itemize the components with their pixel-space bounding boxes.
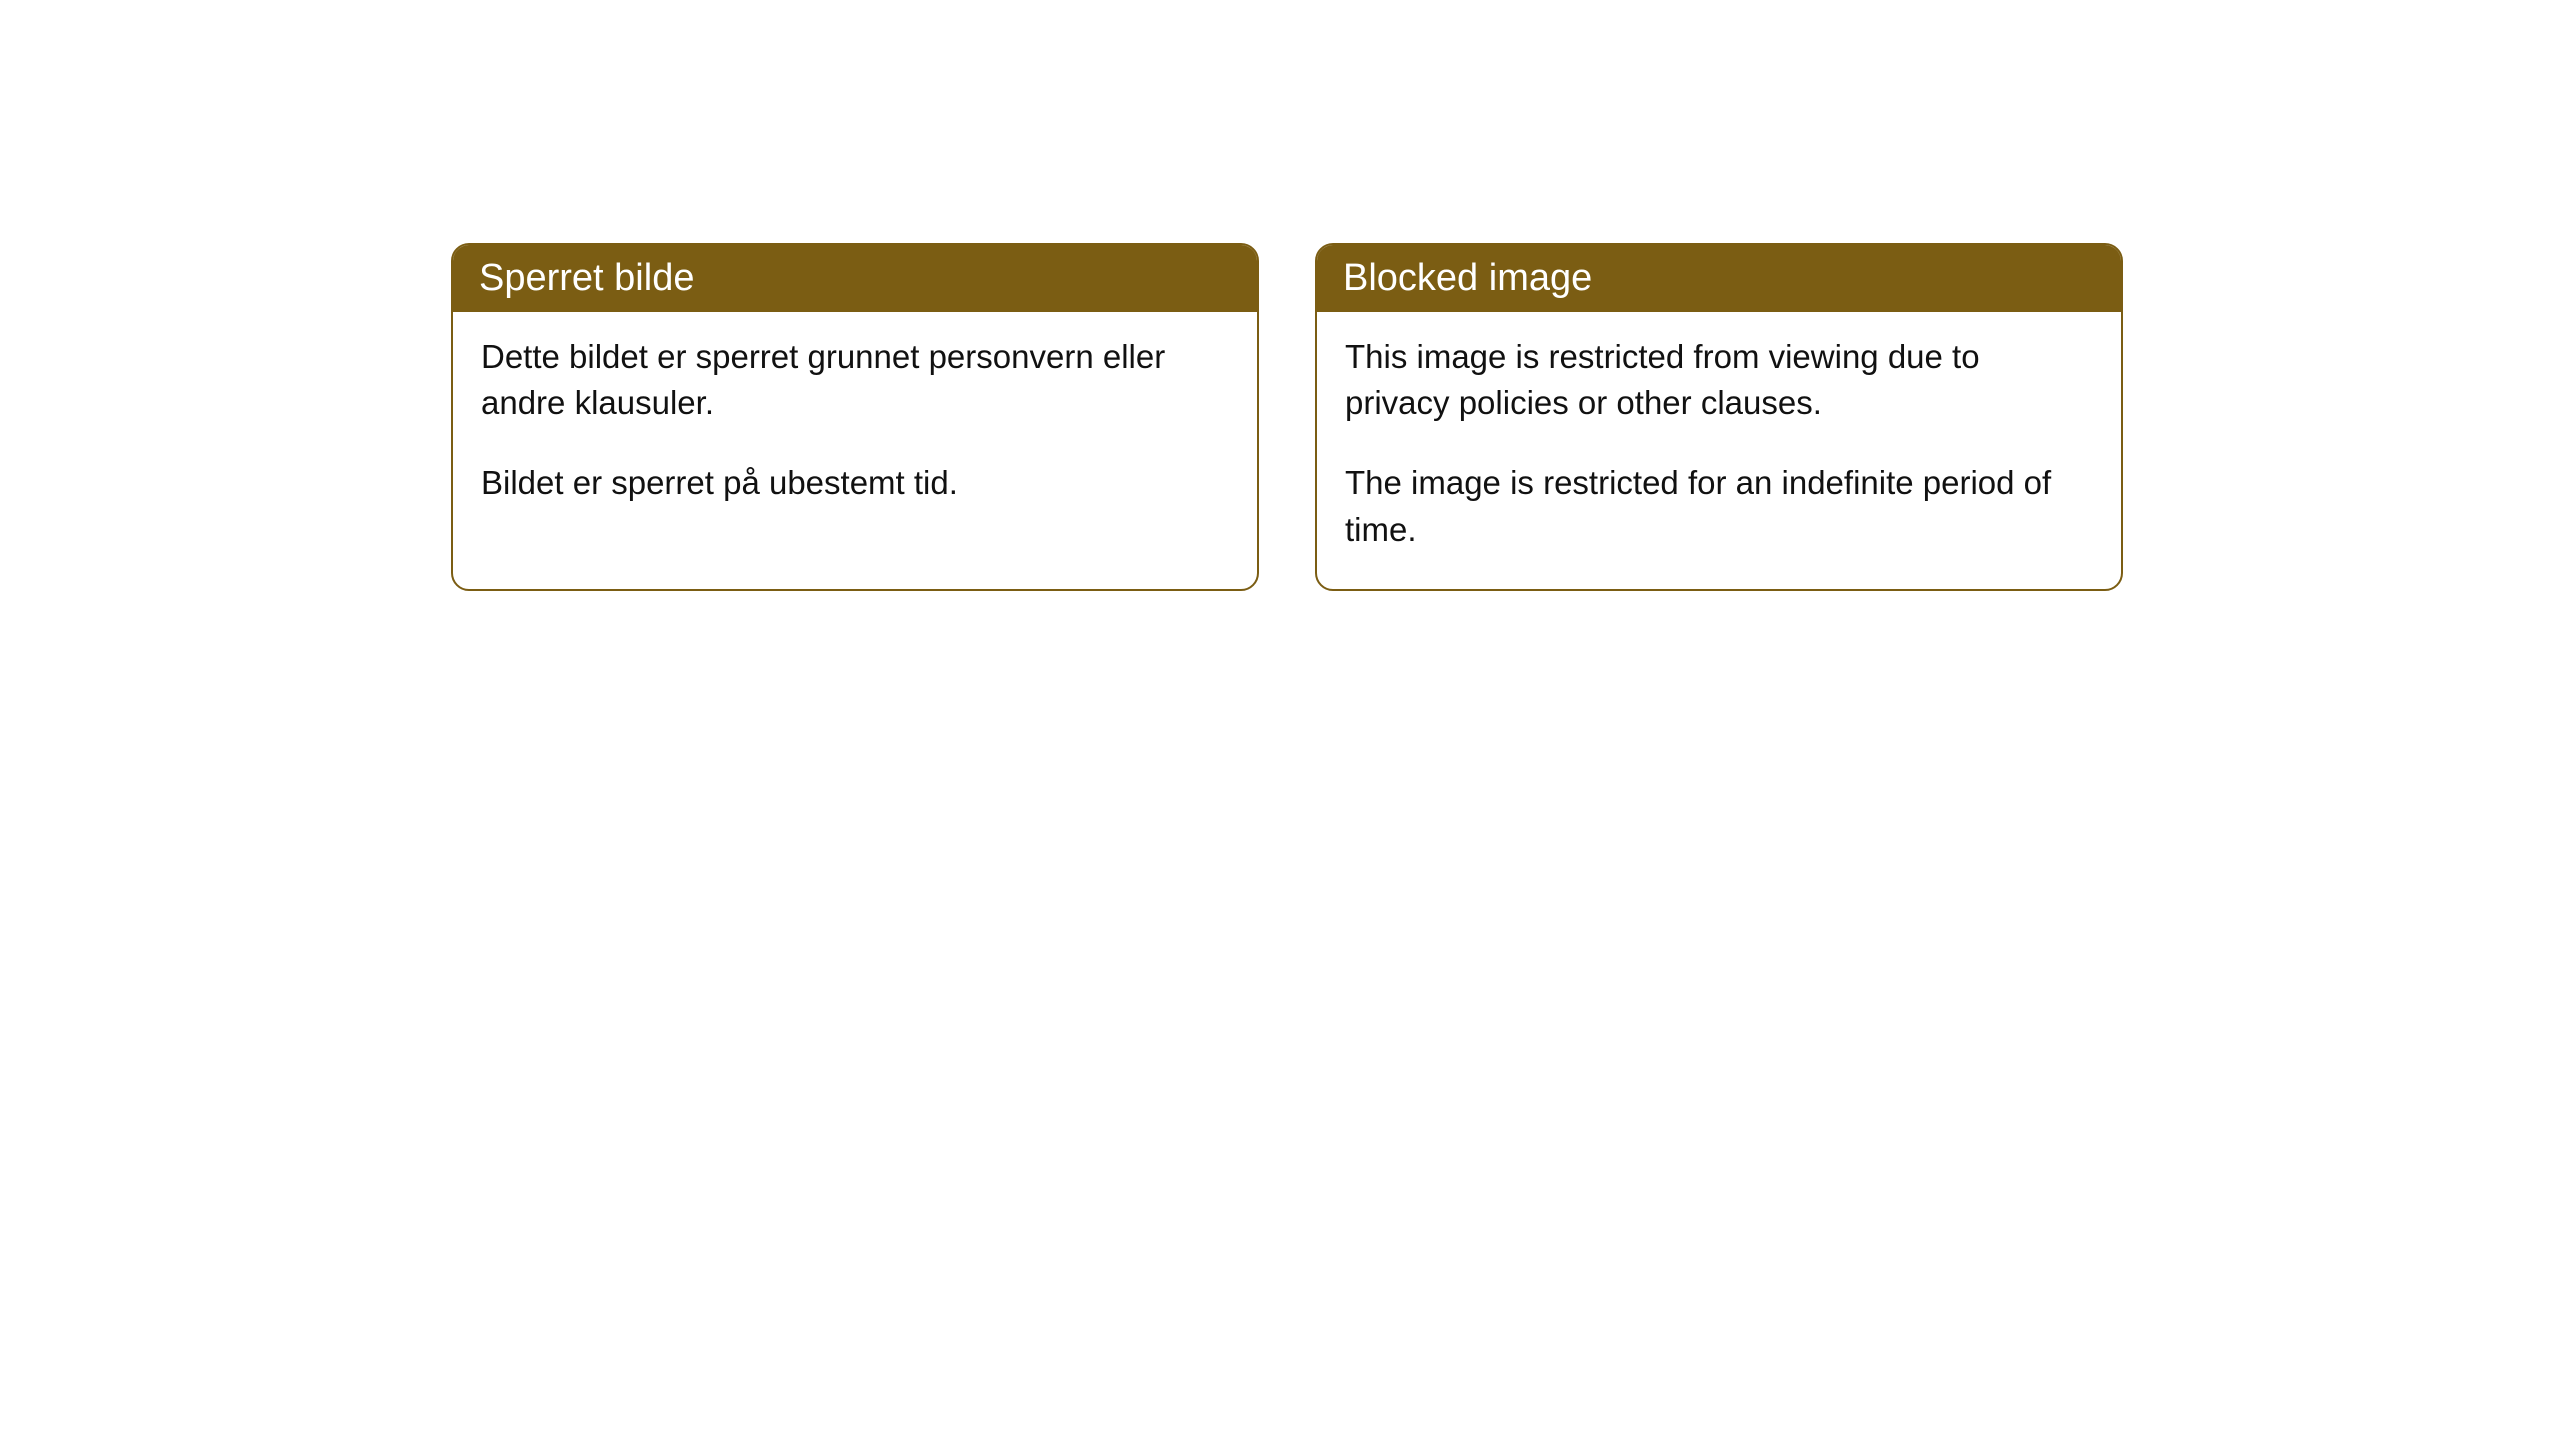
- card-body: This image is restricted from viewing du…: [1317, 312, 2121, 589]
- card-paragraph: The image is restricted for an indefinit…: [1345, 460, 2093, 552]
- card-paragraph: Bildet er sperret på ubestemt tid.: [481, 460, 1229, 506]
- card-paragraph: This image is restricted from viewing du…: [1345, 334, 2093, 426]
- card-title: Blocked image: [1317, 245, 2121, 312]
- notice-cards-container: Sperret bilde Dette bildet er sperret gr…: [451, 243, 2123, 591]
- blocked-image-card-no: Sperret bilde Dette bildet er sperret gr…: [451, 243, 1259, 591]
- card-paragraph: Dette bildet er sperret grunnet personve…: [481, 334, 1229, 426]
- card-body: Dette bildet er sperret grunnet personve…: [453, 312, 1257, 543]
- card-title: Sperret bilde: [453, 245, 1257, 312]
- blocked-image-card-en: Blocked image This image is restricted f…: [1315, 243, 2123, 591]
